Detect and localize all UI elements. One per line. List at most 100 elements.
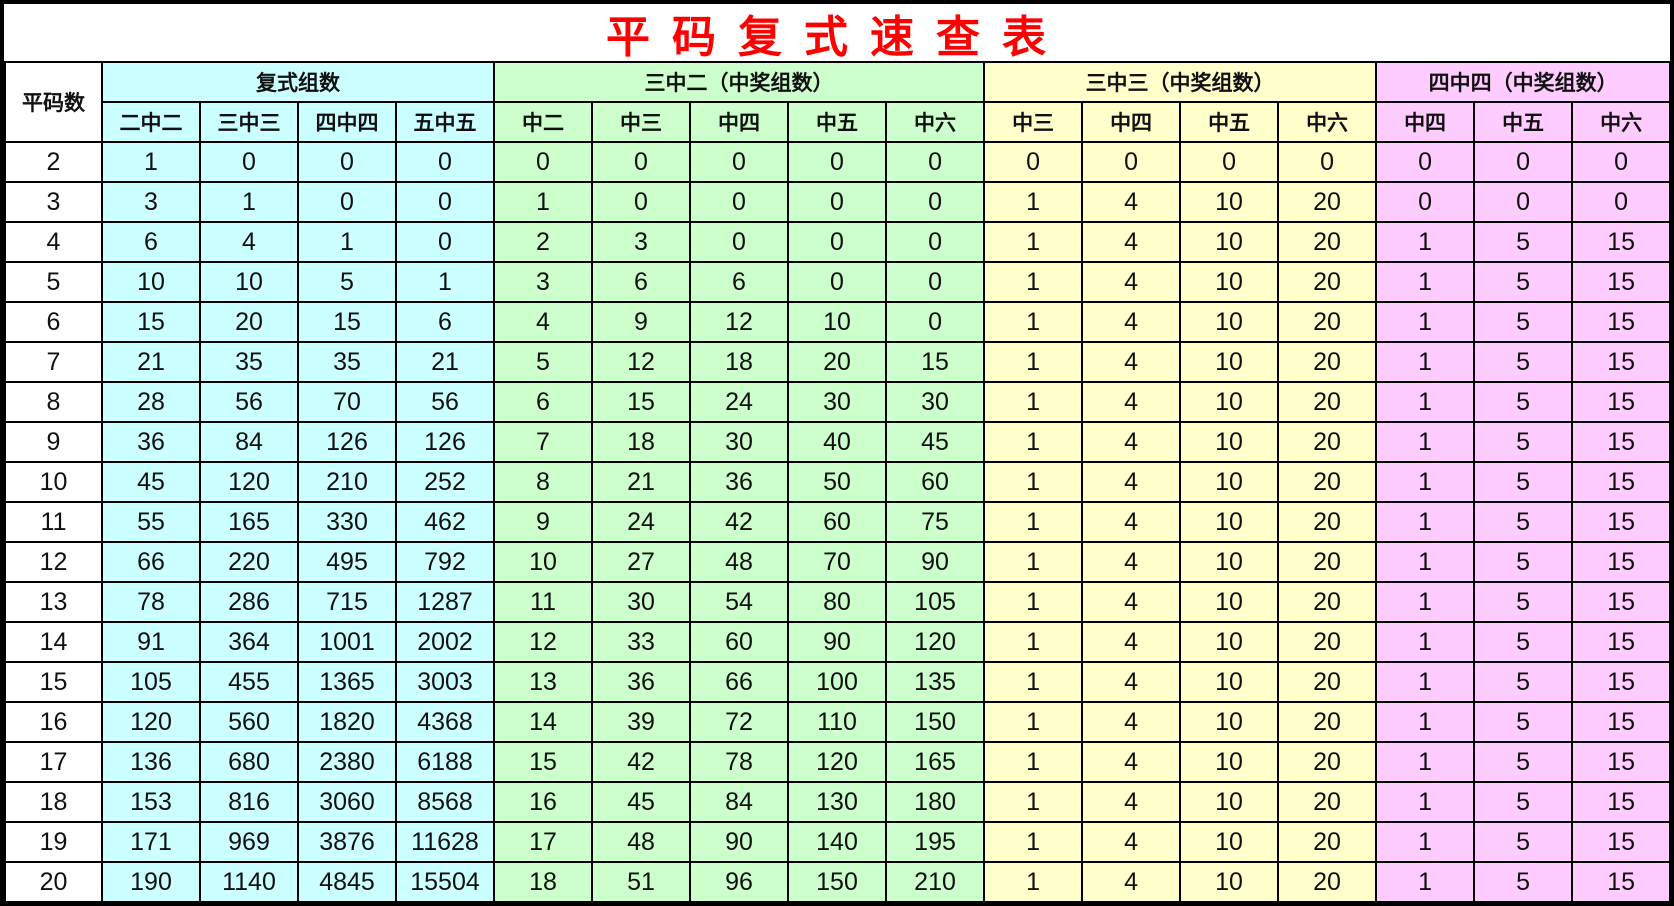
- table-row: 6 15 20 15 6 4 9 12 10 0 1 4 10 20 1 5 15: [4, 301, 1672, 343]
- table-cell: 110: [787, 701, 887, 743]
- table-cell: 1: [101, 141, 201, 183]
- table-cell: 7: [493, 421, 593, 463]
- table-cell: 20: [1277, 661, 1378, 703]
- table-cell: 5: [1473, 461, 1574, 503]
- table-cell: 4: [1081, 221, 1182, 263]
- row-label-cell: 17: [4, 741, 103, 783]
- table-cell: 5: [1473, 501, 1574, 543]
- row-label-cell: 7: [4, 341, 103, 383]
- table-cell: 56: [199, 381, 299, 423]
- table-cell: 10: [787, 301, 887, 343]
- table-cell: 5: [1473, 261, 1574, 303]
- table-cell: 78: [689, 741, 789, 783]
- table-cell: 1: [983, 661, 1084, 703]
- row-label-cell: 3: [4, 181, 103, 223]
- table-cell: 21: [591, 461, 691, 503]
- table-cell: 816: [199, 781, 299, 823]
- table-cell: 20: [1277, 421, 1378, 463]
- row-label-cell: 9: [4, 421, 103, 463]
- table-cell: 12: [591, 341, 691, 383]
- page-title: 平码复式速查表: [4, 4, 1670, 63]
- table-cell: 78: [101, 581, 201, 623]
- table-cell: 3060: [297, 781, 397, 823]
- table-cell: 1: [1375, 341, 1476, 383]
- table-cell: 18: [689, 341, 789, 383]
- table-cell: 1287: [395, 581, 495, 623]
- table-cell: 0: [1179, 141, 1280, 183]
- table-cell: 15: [1571, 381, 1672, 423]
- table-cell: 1: [1375, 781, 1476, 823]
- header-group-row: 平码数 复式组数 三中二（中奖组数） 三中三（中奖组数） 四中四（中奖组数）: [4, 61, 1672, 143]
- header-column: 中四: [1375, 101, 1476, 143]
- table-cell: 20: [1277, 461, 1378, 503]
- table-cell: 1: [983, 221, 1084, 263]
- table-cell: 1: [1375, 541, 1476, 583]
- row-label-cell: 16: [4, 701, 103, 743]
- table-cell: 12: [493, 621, 593, 663]
- table-cell: 20: [1277, 741, 1378, 783]
- table-cell: 20: [1277, 781, 1378, 823]
- table-cell: 6: [101, 221, 201, 263]
- row-label-cell: 12: [4, 541, 103, 583]
- header-column: 中五: [1179, 101, 1280, 143]
- table-cell: 0: [1473, 181, 1574, 223]
- table-cell: 4368: [395, 701, 495, 743]
- header-column: 中五: [1473, 101, 1574, 143]
- table-cell: 15: [591, 381, 691, 423]
- table-cell: 36: [591, 661, 691, 703]
- row-label-cell: 20: [4, 861, 103, 903]
- table-cell: 715: [297, 581, 397, 623]
- table-cell: 15: [1571, 581, 1672, 623]
- table-cell: 0: [395, 141, 495, 183]
- table-cell: 5: [1473, 581, 1574, 623]
- table-cell: 286: [199, 581, 299, 623]
- table-cell: 0: [884, 181, 986, 223]
- table-row: 4 6 4 1 0 2 3 0 0 0 1 4 10 20 1 5 15: [4, 221, 1672, 263]
- table-row: 11 55 165 330 462 9 24 42 60 75 1 4 10 20 1 5 15: [4, 501, 1672, 543]
- table-row: 14 91 364 1001 2002 12 33 60 90 120 1 4 10 20 1 5 15: [4, 621, 1672, 663]
- header-group-1: 复式组数: [101, 61, 495, 103]
- table-cell: 60: [884, 461, 986, 503]
- table-cell: 15: [1571, 501, 1672, 543]
- table-cell: 2002: [395, 621, 495, 663]
- table-cell: 1: [983, 381, 1084, 423]
- table-cell: 84: [199, 421, 299, 463]
- table-cell: 15: [1571, 421, 1672, 463]
- table-cell: 8: [493, 461, 593, 503]
- table-cell: 15: [1571, 661, 1672, 703]
- table-cell: 6: [395, 301, 495, 343]
- table-cell: 5: [1473, 861, 1574, 903]
- table-cell: 10: [1179, 261, 1280, 303]
- table-cell: 1: [983, 341, 1084, 383]
- table-cell: 1: [199, 181, 299, 223]
- table-cell: 15: [1571, 221, 1672, 263]
- header-column-row: 二中二 三中三 四中四 五中五 中二 中三 中四 中五 中六 中三 中四 中五 中六 中四 中五 中六: [5, 101, 1672, 143]
- table-cell: 4: [1081, 181, 1182, 223]
- table-cell: 0: [787, 221, 887, 263]
- table-cell: 42: [591, 741, 691, 783]
- table-cell: 120: [884, 621, 986, 663]
- table-cell: 90: [689, 821, 789, 863]
- table-cell: 15: [1571, 261, 1672, 303]
- table-cell: 136: [101, 741, 201, 783]
- table-cell: 10: [1179, 821, 1280, 863]
- table-cell: 10: [1179, 181, 1280, 223]
- table-cell: 48: [689, 541, 789, 583]
- table-cell: 36: [689, 461, 789, 503]
- table-cell: 5: [297, 261, 397, 303]
- table-cell: 1: [983, 541, 1084, 583]
- table-cell: 1001: [297, 621, 397, 663]
- table-cell: 3: [101, 181, 201, 223]
- table-row: 15 105 455 1365 3003 13 36 66 100 135 1 4 10 20 1 5 15: [4, 661, 1672, 703]
- table-cell: 30: [787, 381, 887, 423]
- header-group-2: 三中二（中奖组数）: [492, 61, 986, 103]
- header-flat-code-count: 平码数: [4, 61, 103, 143]
- table-cell: 1: [983, 301, 1084, 343]
- table-cell: 1: [1375, 261, 1476, 303]
- table-cell: 1: [1375, 821, 1476, 863]
- table-cell: 45: [101, 461, 201, 503]
- table-cell: 1: [1375, 861, 1476, 903]
- table-row: 3 3 1 0 0 1 0 0 0 0 1 4 10 20 0 0 0: [4, 181, 1672, 223]
- table-cell: 20: [1277, 181, 1378, 223]
- table-cell: 1140: [199, 861, 299, 903]
